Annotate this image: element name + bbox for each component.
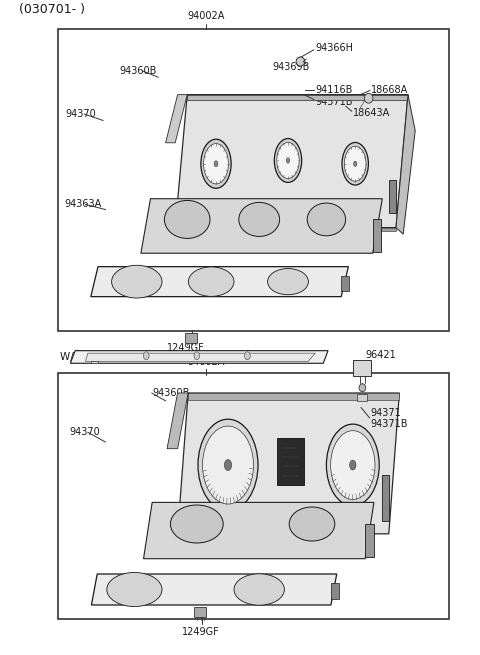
Bar bbox=[277, 438, 304, 485]
Ellipse shape bbox=[239, 202, 279, 236]
Text: 94360B: 94360B bbox=[119, 66, 156, 76]
Polygon shape bbox=[178, 393, 399, 534]
Polygon shape bbox=[365, 524, 374, 557]
Ellipse shape bbox=[287, 158, 289, 163]
Ellipse shape bbox=[198, 419, 258, 511]
Ellipse shape bbox=[364, 93, 373, 103]
Polygon shape bbox=[92, 574, 336, 605]
Ellipse shape bbox=[170, 505, 223, 543]
Polygon shape bbox=[91, 361, 98, 364]
Text: 94370: 94370 bbox=[70, 427, 100, 438]
Ellipse shape bbox=[307, 203, 346, 236]
Ellipse shape bbox=[342, 143, 369, 185]
Text: 94116B: 94116B bbox=[315, 85, 352, 96]
Bar bbox=[357, 394, 367, 401]
Text: 94002A: 94002A bbox=[188, 11, 225, 21]
Ellipse shape bbox=[268, 269, 308, 295]
Ellipse shape bbox=[244, 352, 250, 360]
Text: 94002A: 94002A bbox=[188, 357, 225, 367]
Ellipse shape bbox=[164, 200, 210, 238]
Polygon shape bbox=[331, 584, 338, 599]
Text: 18668A: 18668A bbox=[371, 85, 408, 96]
Ellipse shape bbox=[289, 507, 335, 541]
Text: 94371: 94371 bbox=[371, 407, 401, 418]
Polygon shape bbox=[166, 94, 187, 143]
Polygon shape bbox=[167, 393, 188, 449]
Text: 94369B: 94369B bbox=[273, 62, 310, 72]
Polygon shape bbox=[141, 198, 383, 253]
Ellipse shape bbox=[277, 143, 299, 178]
Text: (030701- ): (030701- ) bbox=[19, 3, 85, 16]
Polygon shape bbox=[85, 353, 315, 362]
Bar bbox=[58, 373, 449, 619]
Polygon shape bbox=[341, 276, 349, 291]
Ellipse shape bbox=[359, 384, 366, 392]
Ellipse shape bbox=[275, 139, 302, 183]
Ellipse shape bbox=[349, 460, 356, 470]
Polygon shape bbox=[175, 94, 408, 228]
Polygon shape bbox=[188, 393, 399, 400]
Ellipse shape bbox=[188, 267, 234, 297]
Ellipse shape bbox=[201, 140, 231, 189]
Bar bbox=[58, 29, 449, 331]
Polygon shape bbox=[175, 228, 396, 231]
Ellipse shape bbox=[214, 161, 218, 166]
Ellipse shape bbox=[296, 57, 305, 66]
Bar bbox=[353, 360, 371, 376]
FancyBboxPatch shape bbox=[194, 607, 206, 617]
Text: 94371B: 94371B bbox=[371, 419, 408, 429]
Text: 1249GF: 1249GF bbox=[168, 343, 205, 353]
Text: 94360B: 94360B bbox=[153, 388, 190, 398]
Ellipse shape bbox=[111, 265, 162, 298]
Polygon shape bbox=[373, 219, 382, 252]
Ellipse shape bbox=[354, 161, 357, 166]
Polygon shape bbox=[389, 180, 396, 213]
Polygon shape bbox=[187, 94, 408, 100]
FancyBboxPatch shape bbox=[185, 333, 197, 343]
Ellipse shape bbox=[326, 424, 379, 506]
Text: 94363A: 94363A bbox=[65, 199, 102, 210]
Ellipse shape bbox=[344, 146, 366, 181]
Polygon shape bbox=[91, 267, 348, 297]
Polygon shape bbox=[396, 94, 415, 234]
Ellipse shape bbox=[144, 352, 149, 360]
Text: 94366H: 94366H bbox=[315, 43, 353, 53]
Text: 1249GF: 1249GF bbox=[182, 627, 219, 637]
Ellipse shape bbox=[194, 352, 200, 360]
Text: 94370: 94370 bbox=[66, 109, 96, 119]
Polygon shape bbox=[144, 502, 374, 559]
Ellipse shape bbox=[203, 426, 253, 504]
Ellipse shape bbox=[234, 574, 285, 605]
Polygon shape bbox=[382, 475, 389, 521]
Text: 94371B: 94371B bbox=[315, 96, 352, 107]
Text: 18643A: 18643A bbox=[353, 108, 390, 119]
Ellipse shape bbox=[225, 460, 232, 470]
Ellipse shape bbox=[204, 143, 228, 184]
Polygon shape bbox=[71, 350, 328, 364]
Text: 96421: 96421 bbox=[366, 350, 396, 360]
Ellipse shape bbox=[107, 572, 162, 607]
Ellipse shape bbox=[331, 431, 375, 499]
Text: W/TRIP COMPUTER: W/TRIP COMPUTER bbox=[60, 352, 158, 362]
